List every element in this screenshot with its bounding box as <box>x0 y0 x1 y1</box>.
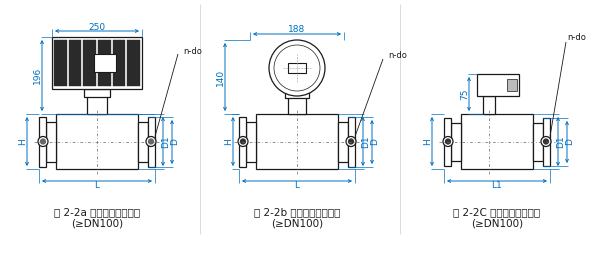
Bar <box>94 54 116 72</box>
Bar <box>285 92 309 98</box>
Bar <box>444 118 451 166</box>
Text: H: H <box>424 138 433 145</box>
Text: L: L <box>95 181 100 190</box>
Text: 250: 250 <box>88 22 106 32</box>
Circle shape <box>38 136 48 147</box>
Bar <box>83 40 96 86</box>
Bar <box>477 74 519 96</box>
Circle shape <box>269 40 325 96</box>
Bar <box>507 79 517 91</box>
Bar <box>483 96 495 114</box>
Circle shape <box>443 136 453 147</box>
Text: 图 2-2C 分离型电磁流量计: 图 2-2C 分离型电磁流量计 <box>454 207 541 217</box>
Text: D: D <box>371 139 380 145</box>
Bar <box>138 122 148 162</box>
Bar <box>348 117 355 167</box>
Circle shape <box>349 139 353 144</box>
Bar <box>56 114 138 169</box>
Text: H: H <box>224 138 233 145</box>
Text: D1: D1 <box>557 135 566 148</box>
Text: n-do: n-do <box>567 33 586 42</box>
Bar <box>84 89 110 97</box>
Text: L1: L1 <box>491 181 502 190</box>
Text: L: L <box>295 181 299 190</box>
Bar <box>338 122 348 162</box>
Bar <box>52 37 142 89</box>
Bar <box>461 114 533 169</box>
Text: 188: 188 <box>289 25 305 35</box>
Text: 196: 196 <box>32 67 41 84</box>
Circle shape <box>544 139 548 144</box>
Text: (≥DN100): (≥DN100) <box>71 219 123 229</box>
Bar <box>39 117 46 167</box>
Circle shape <box>445 139 451 144</box>
Text: D: D <box>170 139 179 145</box>
Bar <box>288 92 306 114</box>
Bar <box>246 122 256 162</box>
Circle shape <box>346 136 356 147</box>
Bar <box>256 114 338 169</box>
Text: n-do: n-do <box>183 47 202 56</box>
Text: 图 2-2b 一体型电磁流量计: 图 2-2b 一体型电磁流量计 <box>254 207 340 217</box>
Circle shape <box>541 136 551 147</box>
Text: D1: D1 <box>361 135 371 148</box>
Bar <box>113 40 125 86</box>
Text: 图 2-2a 一体型电磁流量计: 图 2-2a 一体型电磁流量计 <box>54 207 140 217</box>
Bar <box>148 117 155 167</box>
Text: D1: D1 <box>161 135 170 148</box>
Circle shape <box>146 136 156 147</box>
Bar <box>87 89 107 114</box>
Bar <box>54 40 67 86</box>
Bar <box>46 122 56 162</box>
Bar <box>98 40 110 86</box>
Text: 140: 140 <box>215 68 224 85</box>
Circle shape <box>149 139 154 144</box>
Text: n-do: n-do <box>388 52 407 61</box>
Bar <box>288 63 306 73</box>
Circle shape <box>238 136 248 147</box>
Circle shape <box>241 139 245 144</box>
Text: (≥DN100): (≥DN100) <box>471 219 523 229</box>
Bar <box>127 40 140 86</box>
Text: D: D <box>566 139 575 145</box>
Text: H: H <box>19 138 28 145</box>
Text: (≥DN100): (≥DN100) <box>271 219 323 229</box>
Bar <box>543 118 550 166</box>
Bar <box>239 117 246 167</box>
Circle shape <box>274 45 320 91</box>
Bar <box>68 40 82 86</box>
Bar <box>451 123 461 161</box>
Circle shape <box>41 139 46 144</box>
Text: 75: 75 <box>461 88 470 100</box>
Bar <box>533 123 543 161</box>
